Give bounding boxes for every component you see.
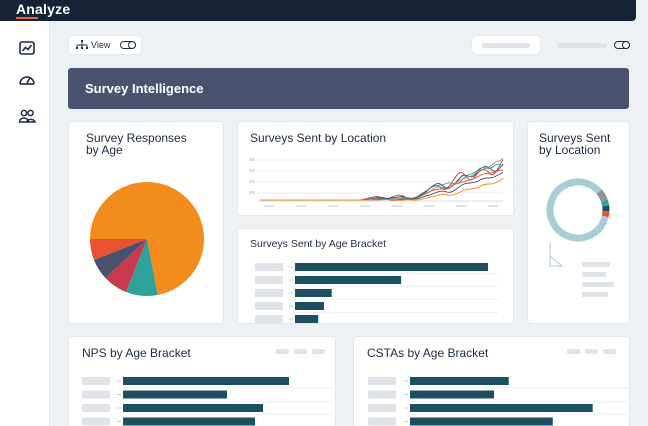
card-cstas-by-age-bracket: CSTAs by Age Bracket [353,336,630,426]
global-toggle[interactable] [614,40,630,49]
chart-option-placeholder[interactable] [585,349,598,354]
card-sent-by-age-bracket: Surveys Sent by Age Bracket [237,228,514,324]
series-line [260,157,504,201]
card-responses-by-age: Survey Responses by Age [68,121,224,324]
legend-placeholder [582,292,608,297]
grid [258,159,503,194]
bar [123,390,227,399]
line-chart-icon[interactable] [17,38,37,58]
category-label-placeholder [368,417,396,426]
category-label-placeholder [255,289,283,297]
category-label-placeholder [255,276,283,284]
category-label-placeholder [255,263,283,271]
legend-placeholder [582,262,610,267]
filter-button[interactable] [472,36,540,54]
toggle-label-placeholder [557,43,607,48]
bar [410,390,494,399]
legend-placeholder [582,282,614,287]
category-label-placeholder [255,302,283,310]
card-title: CSTAs by Age Bracket [367,346,489,360]
card-title-line1: Surveys Sent [539,131,611,145]
card-nps-by-age-bracket: NPS by Age Bracket [68,336,336,426]
card-title: NPS by Age Bracket [82,346,191,360]
line-chart-location [249,157,504,207]
bar [410,377,509,385]
category-label-placeholder [82,404,110,412]
chart-option-placeholder[interactable] [603,349,616,354]
series-lines [260,157,504,201]
hierarchy-icon [76,40,88,52]
bar [123,377,289,385]
category-label-placeholder [82,390,110,399]
bar-chart-nps [82,377,333,426]
banner-title: Survey Intelligence [85,81,204,96]
category-label-placeholder [82,377,110,385]
bar [123,404,263,412]
x-tick-placeholders [264,205,498,207]
bar [410,404,593,412]
pie-slice [105,239,147,292]
donut-slice [546,178,610,242]
category-label-placeholder [255,315,283,323]
users-icon[interactable] [17,106,37,126]
category-label-placeholder [368,390,396,399]
bar [295,276,402,284]
card-title-line2: by Age [86,143,123,157]
pie-slice [94,239,147,279]
card-sent-by-location-line: Surveys Sent by Location [237,121,514,216]
view-button[interactable]: View [69,36,141,54]
logo-underline [16,17,38,19]
category-label-placeholder [82,417,110,426]
series-line [260,169,504,201]
dashboard-banner: Survey Intelligence [68,68,629,109]
bar-chart-sent-by-age [255,263,498,323]
chart-option-placeholder[interactable] [294,349,307,354]
card-sent-by-location-donut: Surveys Sent by Location [527,121,630,324]
view-toggle[interactable] [120,40,136,49]
legend-placeholder [582,272,606,277]
bar [295,289,332,297]
bar [295,315,319,323]
top-bar: Analyze [0,0,636,21]
pie-chart-responses [90,182,204,296]
bar [410,417,553,426]
filter-button-placeholder [482,43,530,48]
bar [295,302,324,310]
bar [123,417,255,426]
card-title: Surveys Sent by Age Bracket [250,238,386,250]
chart-option-placeholder[interactable] [276,349,289,354]
series-line [260,159,504,201]
bar-chart-cstas [368,377,629,426]
pie-slice [90,239,147,260]
sidebar [0,21,50,426]
category-label-placeholder [368,377,396,385]
card-title-line1: Survey Responses [86,131,187,145]
series-line [260,163,504,201]
chart-option-placeholder[interactable] [567,349,580,354]
y-tick-placeholders [249,158,255,194]
card-title: Surveys Sent by Location [539,132,610,156]
app-logo: Analyze [16,1,71,17]
chart-option-placeholder[interactable] [312,349,325,354]
gauge-icon[interactable] [17,70,37,90]
series-line [260,177,504,201]
donut-chart-location [546,178,610,267]
card-title-line2: by Location [539,143,601,157]
pie-slice [126,239,158,296]
card-title: Surveys Sent by Location [250,131,387,145]
bar [295,263,488,271]
card-title: Survey Responses by Age [86,132,187,156]
category-label-placeholder [368,404,396,412]
connector-line [549,242,564,267]
pie-slice [90,182,204,295]
view-label: View [91,40,111,50]
